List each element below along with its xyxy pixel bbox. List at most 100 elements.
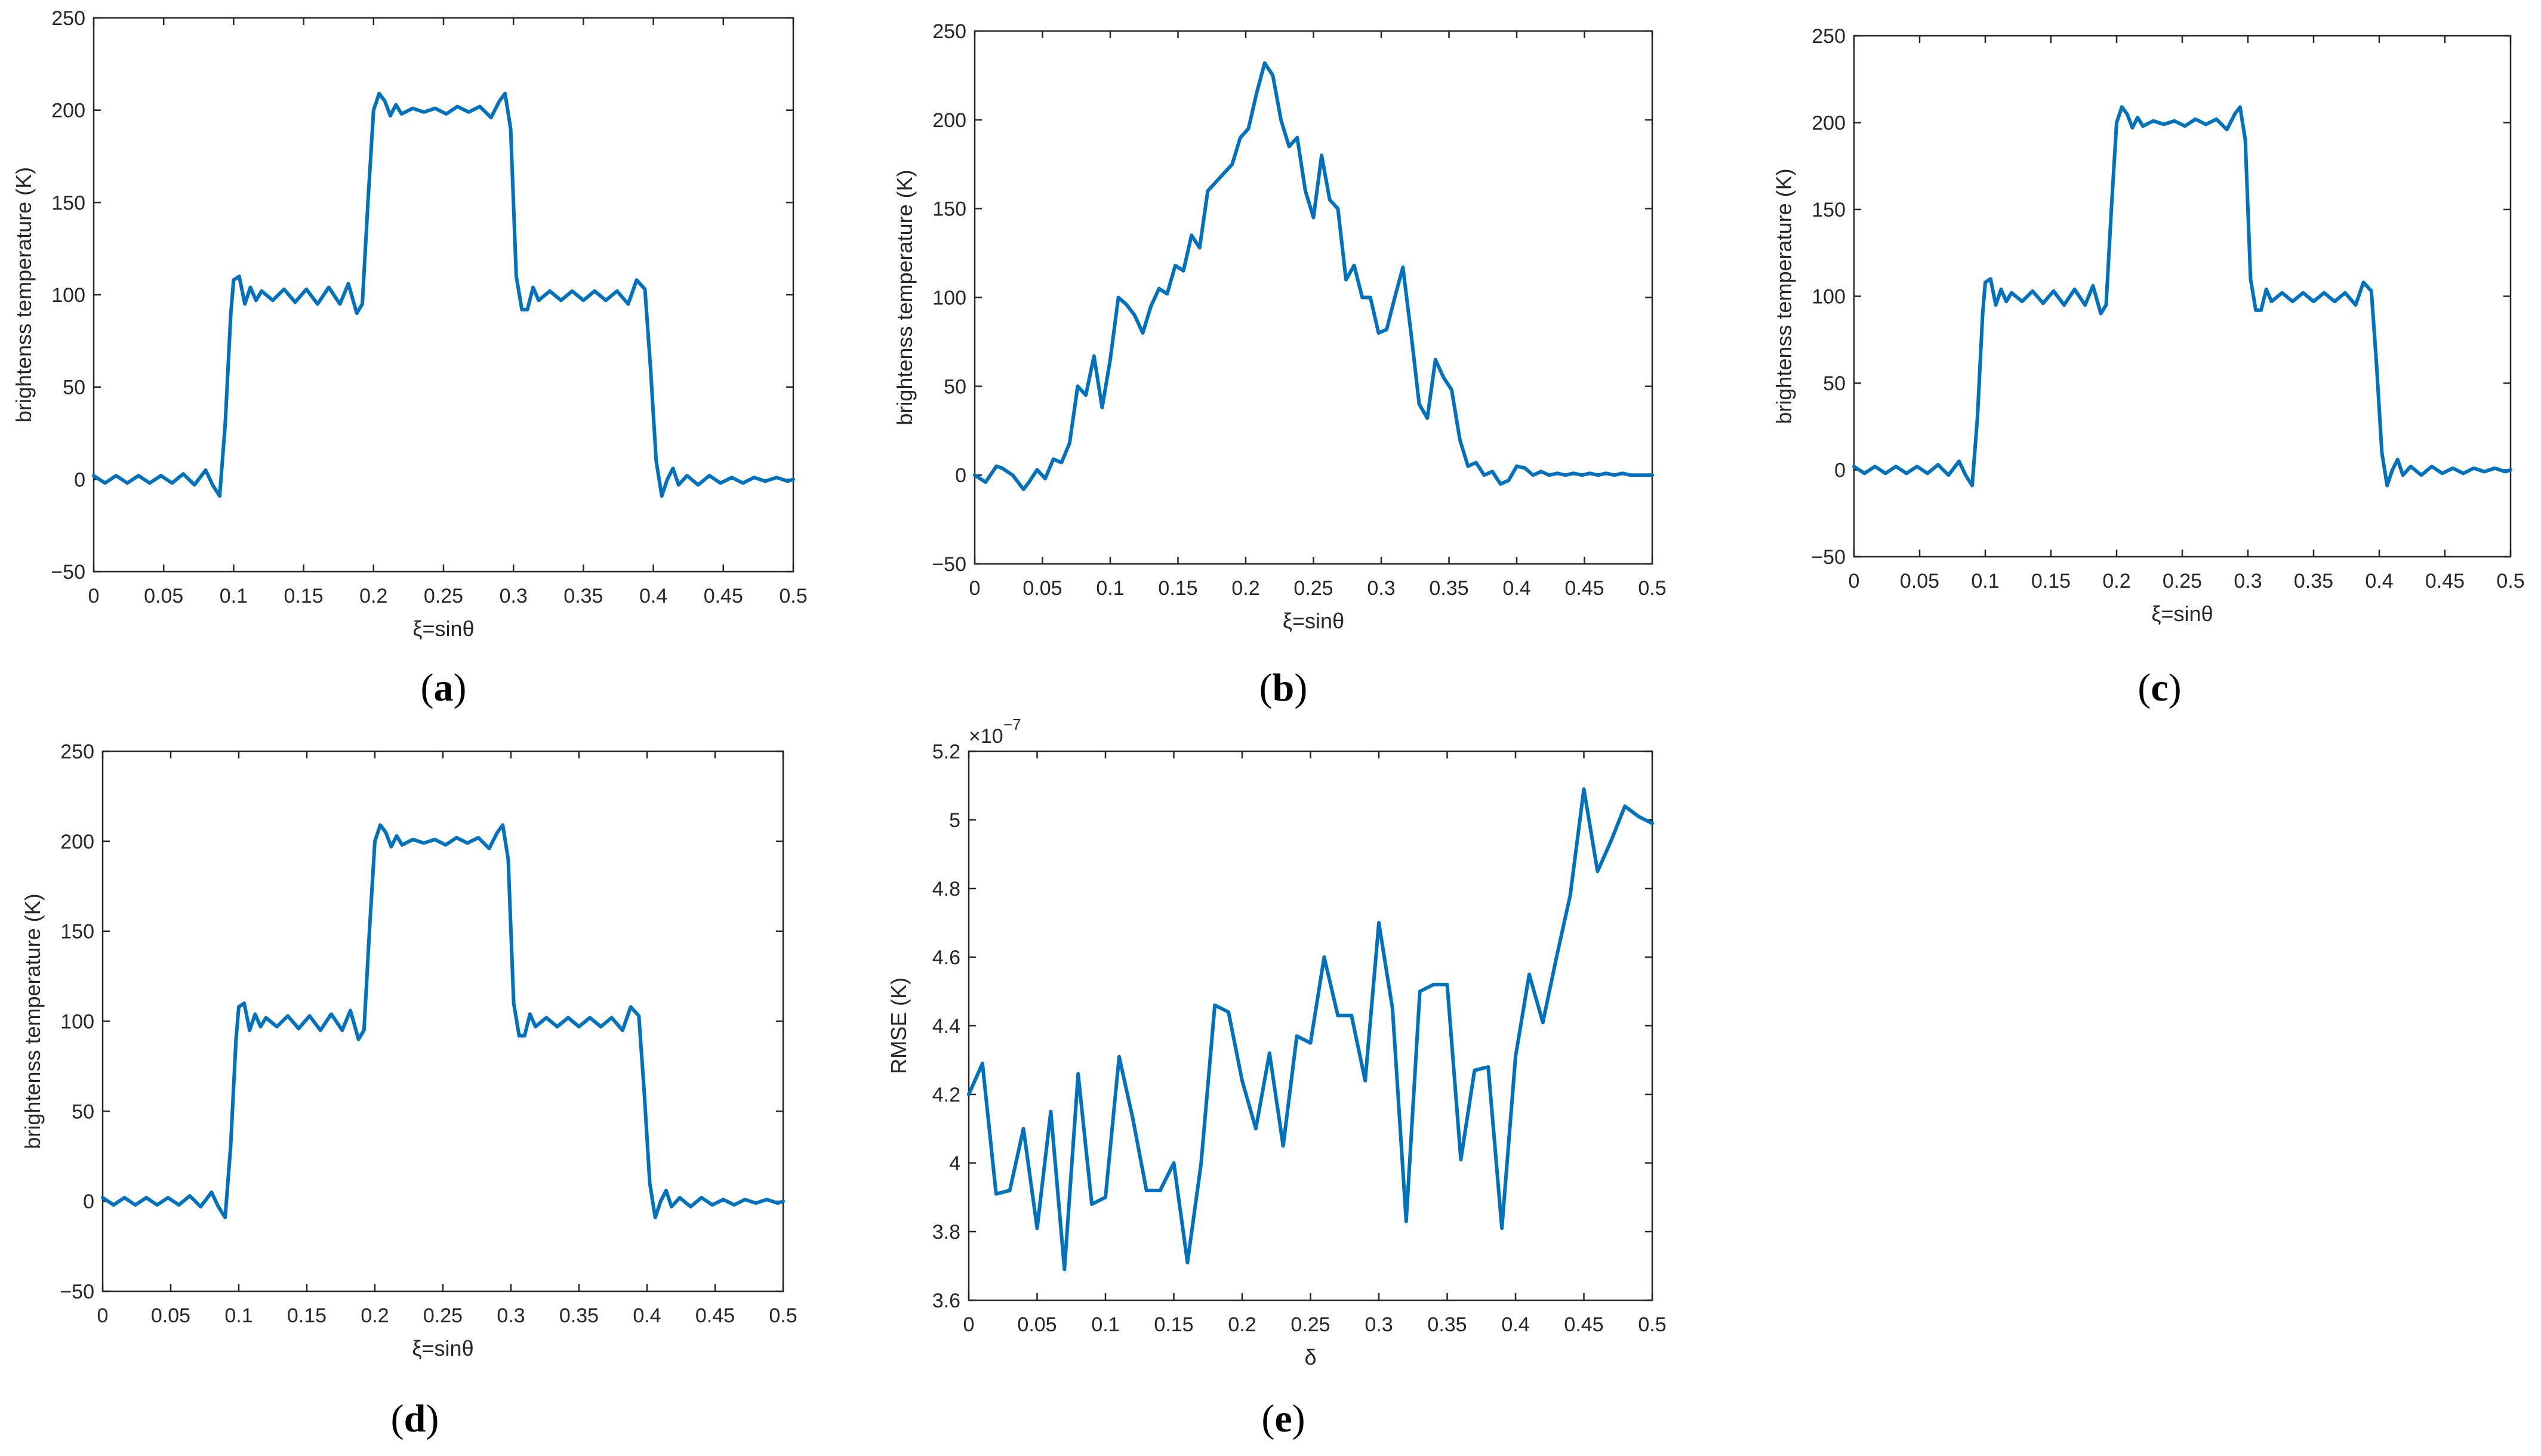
x-tick-label: 0.5 <box>769 1304 797 1327</box>
y-tick-label: 250 <box>60 741 94 763</box>
x-tick-label: 0.35 <box>1429 577 1468 600</box>
x-tick-label: 0.3 <box>1367 577 1395 600</box>
y-tick-label: 200 <box>60 831 94 853</box>
x-tick-label: 0.05 <box>1022 577 1062 600</box>
x-tick-label: 0.1 <box>224 1304 252 1327</box>
y-tick-label: 150 <box>60 921 94 943</box>
y-tick-label: 150 <box>1812 199 1846 221</box>
y-tick-label: 0 <box>1834 459 1846 482</box>
y-tick-label: 250 <box>51 7 85 30</box>
x-tick-label: 0.25 <box>2163 570 2202 593</box>
y-axis-label: RMSE (K) <box>886 977 911 1074</box>
y-axis-label: brightenss temperature (K) <box>892 169 917 425</box>
x-tick-label: 0.15 <box>2031 570 2071 593</box>
plot-area-e <box>968 750 1653 1301</box>
data-line-c <box>1852 105 2512 488</box>
data-line-b <box>973 61 1654 491</box>
y-tick-label: 100 <box>932 287 966 310</box>
y-tick-label: 3.8 <box>932 1221 960 1244</box>
x-tick-label: 0 <box>1849 570 1860 593</box>
x-tick-label: 0.4 <box>1501 1313 1529 1336</box>
y-axis-label: brightenss temperature (K) <box>11 167 36 422</box>
x-tick-label: 0.35 <box>2294 570 2333 593</box>
y-tick-label: 4.6 <box>932 946 960 969</box>
x-tick-label: 0.05 <box>151 1304 190 1327</box>
y-tick-label: 150 <box>51 192 85 214</box>
x-tick-label: 0.2 <box>1228 1313 1256 1336</box>
x-tick-label: 0.45 <box>704 585 743 607</box>
y-tick-label: 0 <box>955 464 966 487</box>
x-tick-label: 0.05 <box>1900 570 1939 593</box>
x-tick-label: 0.15 <box>1158 577 1197 600</box>
y-tick-label: 200 <box>932 109 966 132</box>
y-tick-label: 250 <box>1812 25 1846 48</box>
y-tick-label: 4.2 <box>932 1084 960 1106</box>
y-axis-label: brightenss temperature (K) <box>1772 168 1796 424</box>
x-tick-label: 0.35 <box>1427 1313 1467 1336</box>
y-tick-label: 4.4 <box>932 1015 960 1038</box>
x-tick-label: 0.5 <box>779 585 807 607</box>
y-tick-label: 100 <box>51 284 85 307</box>
y-tick-label: 0 <box>74 468 85 491</box>
x-tick-label: 0.3 <box>500 585 528 607</box>
y-tick-label: 250 <box>932 20 966 43</box>
caption-a: (a) <box>420 666 467 710</box>
caption-d: (d) <box>390 1397 439 1440</box>
caption-e: (e) <box>1261 1397 1305 1440</box>
y-tick-label: 200 <box>1812 112 1846 135</box>
x-tick-label: 0.35 <box>563 585 603 607</box>
y-tick-label: 0 <box>83 1190 94 1213</box>
x-tick-label: 0.3 <box>2234 570 2262 593</box>
y-tick-label: −50 <box>60 1281 94 1303</box>
x-tick-label: 0.15 <box>1154 1313 1193 1336</box>
x-tick-label: 0.3 <box>497 1304 525 1327</box>
y-tick-label: 150 <box>932 198 966 221</box>
y-tick-label: 200 <box>51 100 85 122</box>
x-tick-label: 0.05 <box>1017 1313 1057 1336</box>
y-tick-label: 50 <box>944 375 966 398</box>
caption-c: (c) <box>2137 666 2182 710</box>
x-tick-label: 0.05 <box>144 585 183 607</box>
y-tick-label: 3.6 <box>932 1290 960 1312</box>
x-tick-label: 0.4 <box>639 585 667 607</box>
x-tick-label: 0.2 <box>361 1304 389 1327</box>
axis-exponent-power: −7 <box>1003 715 1021 733</box>
y-tick-label: 4 <box>949 1152 960 1175</box>
y-tick-label: 50 <box>1823 372 1846 395</box>
x-tick-label: 0.15 <box>284 585 324 607</box>
x-tick-label: 0.25 <box>423 1304 463 1327</box>
x-axis-label: ξ=sinθ <box>412 1336 473 1361</box>
x-axis-label: ξ=sinθ <box>412 616 474 641</box>
data-line-a <box>92 91 795 498</box>
y-tick-label: 5 <box>949 809 960 832</box>
y-tick-label: 50 <box>63 377 85 399</box>
x-axis-label: ξ=sinθ <box>2151 601 2213 626</box>
x-tick-label: 0.2 <box>1231 577 1259 600</box>
caption-b: (b) <box>1259 666 1308 710</box>
x-tick-label: 0.2 <box>359 585 387 607</box>
x-tick-label: 0.45 <box>1564 1313 1603 1336</box>
x-tick-label: 0.25 <box>1290 1313 1330 1336</box>
x-tick-label: 0.5 <box>1638 577 1666 600</box>
x-tick-label: 0 <box>97 1304 109 1327</box>
x-tick-label: 0.35 <box>559 1304 599 1327</box>
y-tick-label: −50 <box>51 561 85 584</box>
y-tick-label: 5.2 <box>932 741 960 763</box>
axis-exponent-label: ×10 <box>969 725 1003 748</box>
x-tick-label: 0.1 <box>220 585 248 607</box>
x-tick-label: 0.4 <box>633 1304 661 1327</box>
x-tick-label: 0 <box>88 585 100 607</box>
x-tick-label: 0.45 <box>1564 577 1604 600</box>
x-tick-label: 0.45 <box>2425 570 2465 593</box>
data-line-d <box>101 823 785 1220</box>
x-tick-label: 0.1 <box>1091 1313 1119 1336</box>
y-tick-label: 100 <box>1812 286 1846 309</box>
x-tick-label: 0.25 <box>1293 577 1333 600</box>
x-tick-label: 0 <box>963 1313 975 1336</box>
y-tick-label: 4.8 <box>932 878 960 900</box>
y-tick-label: 100 <box>60 1011 94 1034</box>
